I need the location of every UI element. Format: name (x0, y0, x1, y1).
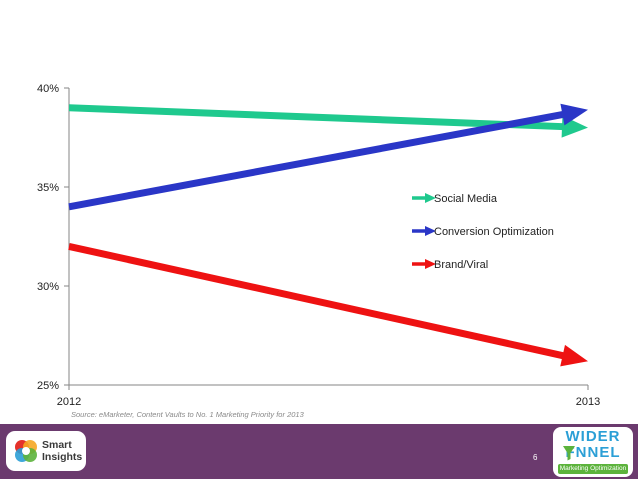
x-tick-label: 2013 (576, 396, 600, 408)
wider-funnel-line1: WIDER (565, 428, 621, 445)
footer-bar: Smart Insights 6 WIDER FNNEL Marketing O… (0, 424, 638, 479)
x-tick-label: 2012 (57, 396, 81, 408)
line-chart: 25% 30% 35% 40% 2012 2013 Social Media Conver… (37, 83, 600, 408)
series-line-social-media (68, 104, 565, 131)
y-tick-label: 35% (37, 182, 59, 194)
legend-label-conversion-optimization: Conversion Optimization (434, 226, 554, 238)
smart-insights-line1: Smart (42, 439, 72, 451)
wider-funnel-logo: WIDER FNNEL Marketing Optimization (553, 427, 633, 477)
y-tick-label: 25% (37, 380, 59, 392)
wider-funnel-tagline: Marketing Optimization (558, 464, 628, 474)
series-line-conversion-optimization (68, 110, 566, 211)
y-tick-label: 40% (37, 83, 59, 95)
smart-insights-logo: Smart Insights (6, 431, 86, 471)
smart-insights-text: Smart Insights (42, 439, 82, 463)
wider-funnel-line2: FNNEL (565, 444, 621, 461)
source-note: Source: eMarketer, Content Vaults to No.… (71, 410, 304, 419)
series-arrow-conversion-optimization (560, 103, 588, 126)
funnel-icon (563, 446, 575, 461)
y-tick-label: 30% (37, 281, 59, 293)
legend-arrow-brand-viral (425, 259, 436, 269)
smart-insights-line2: Insights (42, 451, 83, 463)
series-arrow-brand-viral (560, 344, 588, 367)
legend-label-social-media: Social Media (434, 193, 498, 205)
page-number: 6 (533, 453, 538, 462)
series-line-brand-viral (68, 242, 566, 360)
legend-arrow-social-media (425, 193, 436, 203)
legend-label-brand-viral: Brand/Viral (434, 259, 488, 271)
smart-insights-icon (15, 440, 37, 462)
legend-arrow-conversion-optimization (425, 226, 436, 236)
